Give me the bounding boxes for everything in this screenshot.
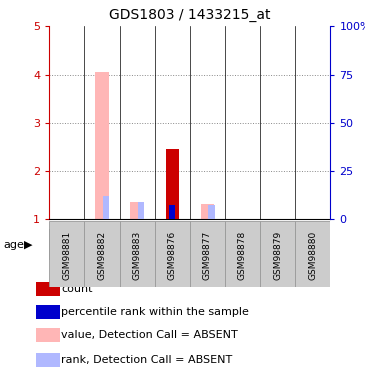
Text: 2 - 3 mo: 2 - 3 mo bbox=[76, 237, 128, 250]
Bar bbox=[208, 205, 215, 219]
Text: GSM98881: GSM98881 bbox=[62, 231, 71, 280]
Text: ▶: ▶ bbox=[24, 240, 32, 250]
Bar bbox=[36, 354, 60, 367]
Bar bbox=[49, 229, 155, 259]
Text: count: count bbox=[61, 284, 93, 294]
Bar bbox=[130, 202, 144, 219]
Text: GSM98876: GSM98876 bbox=[168, 231, 177, 280]
Text: 22 - 23 mo: 22 - 23 mo bbox=[209, 237, 276, 250]
Bar bbox=[36, 328, 60, 342]
Bar bbox=[169, 205, 176, 219]
Bar bbox=[225, 221, 260, 287]
Text: rank, Detection Call = ABSENT: rank, Detection Call = ABSENT bbox=[61, 355, 233, 365]
Text: GSM98877: GSM98877 bbox=[203, 231, 212, 280]
Bar bbox=[155, 229, 330, 259]
Text: GSM98883: GSM98883 bbox=[132, 231, 142, 280]
Bar bbox=[95, 72, 109, 219]
Bar bbox=[49, 221, 84, 287]
Bar bbox=[84, 221, 120, 287]
Title: GDS1803 / 1433215_at: GDS1803 / 1433215_at bbox=[109, 9, 270, 22]
Text: GSM98882: GSM98882 bbox=[97, 231, 107, 280]
Bar bbox=[120, 221, 155, 287]
Text: GSM98880: GSM98880 bbox=[308, 231, 317, 280]
Bar bbox=[36, 305, 60, 319]
Text: GSM98878: GSM98878 bbox=[238, 231, 247, 280]
Bar bbox=[201, 204, 214, 219]
Bar bbox=[138, 202, 144, 219]
Bar bbox=[103, 196, 109, 219]
Bar bbox=[190, 221, 225, 287]
Text: percentile rank within the sample: percentile rank within the sample bbox=[61, 307, 249, 317]
Bar bbox=[260, 221, 295, 287]
Text: value, Detection Call = ABSENT: value, Detection Call = ABSENT bbox=[61, 330, 238, 340]
Text: GSM98879: GSM98879 bbox=[273, 231, 282, 280]
Bar bbox=[166, 149, 179, 219]
Bar bbox=[295, 221, 330, 287]
Bar bbox=[155, 221, 190, 287]
Text: age: age bbox=[4, 240, 24, 250]
Bar bbox=[36, 282, 60, 296]
